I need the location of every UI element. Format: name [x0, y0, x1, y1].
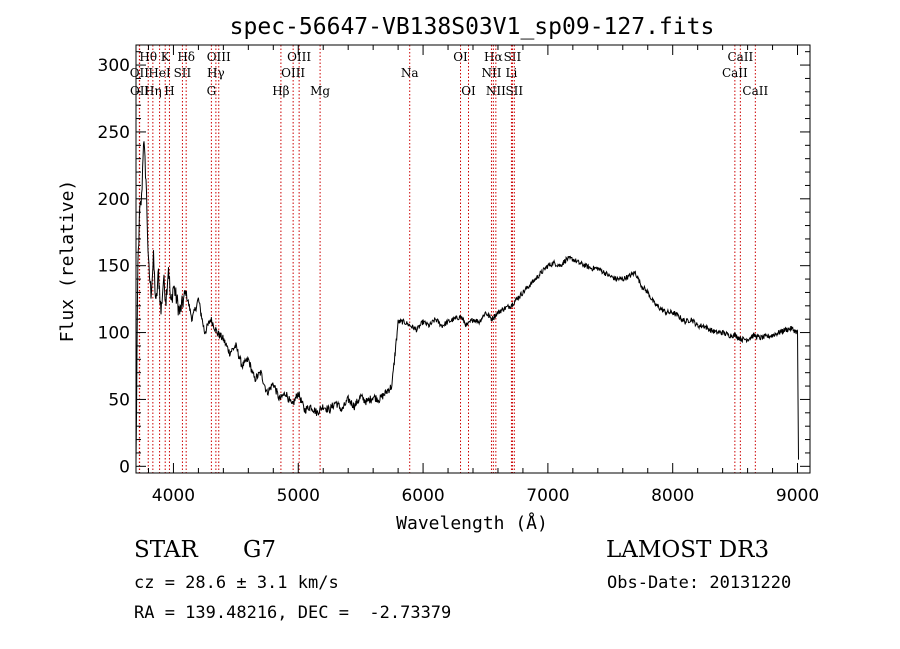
marker-label-7: SII: [174, 66, 192, 80]
marker-label-13: OIII: [287, 50, 311, 64]
object-subclass: G7: [243, 537, 277, 563]
marker-label-27: CaII: [742, 84, 768, 98]
y-tick-label-4: 200: [98, 190, 130, 210]
x-tick-label-5: 9000: [776, 486, 819, 506]
marker-label-10: Hγ: [207, 66, 225, 80]
marker-label-11: G: [207, 84, 217, 98]
y-tick-label-3: 150: [98, 257, 130, 277]
marker-label-0: Hθ: [139, 50, 157, 64]
marker-label-12: Hβ: [272, 84, 289, 98]
y-tick-label-0: 0: [119, 457, 130, 477]
x-axis-label: Wavelength (Å): [396, 512, 548, 534]
marker-label-15: Mg: [310, 84, 330, 98]
x-tick-label-1: 5000: [277, 486, 320, 506]
redshift-readout: cz = 28.6 ± 3.1 km/s: [134, 573, 339, 593]
marker-label-25: CaII: [727, 50, 753, 64]
plot-frame: [135, 44, 811, 474]
x-tick-label-4: 8000: [651, 486, 694, 506]
object-class: STAR: [134, 537, 198, 563]
y-tick-label-5: 250: [98, 123, 130, 143]
marker-label-5: HeI: [148, 66, 171, 80]
marker-label-23: Li: [506, 66, 518, 80]
marker-label-3: Hη: [144, 84, 162, 98]
chart-title: spec-56647-VB138S03V1_sp09-127.fits: [230, 14, 715, 40]
marker-label-8: Hδ: [177, 50, 195, 64]
marker-label-14: OIII: [281, 66, 305, 80]
marker-label-21: NII: [486, 84, 506, 98]
marker-label-20: NII: [481, 66, 501, 80]
series-layer: [135, 141, 799, 461]
marker-label-18: OI: [461, 84, 476, 98]
marker-label-4: K: [161, 50, 171, 64]
marker-label-17: OI: [453, 50, 468, 64]
x-tick-label-0: 4000: [152, 486, 195, 506]
marker-label-24: SII: [505, 84, 523, 98]
marker-label-6: H: [164, 84, 174, 98]
marker-label-26: CaII: [722, 66, 748, 80]
x-tick-label-3: 7000: [526, 486, 569, 506]
survey-name: LAMOST DR3: [606, 537, 770, 563]
marker-label-22: SII: [504, 50, 522, 64]
x-tick-label-2: 6000: [401, 486, 444, 506]
y-tick-label-1: 50: [108, 390, 130, 410]
axes: 4000 5000 6000 7000 8000 9000 0 50 100 150 200 250 3…: [98, 45, 819, 506]
y-tick-label-2: 100: [98, 324, 130, 344]
marker-label-19: Hα: [484, 50, 503, 64]
marker-label-2: OII: [130, 84, 150, 98]
y-axis-label: Flux (relative): [57, 180, 78, 343]
marker-label-9: OIII: [207, 50, 231, 64]
observation-date: Obs-Date: 20131220: [607, 573, 792, 593]
spectrum-line: [135, 141, 799, 461]
coordinates-readout: RA = 139.48216, DEC = -2.73379: [134, 603, 452, 623]
y-tick-label-6: 300: [98, 56, 130, 76]
marker-label-16: Na: [401, 66, 419, 80]
